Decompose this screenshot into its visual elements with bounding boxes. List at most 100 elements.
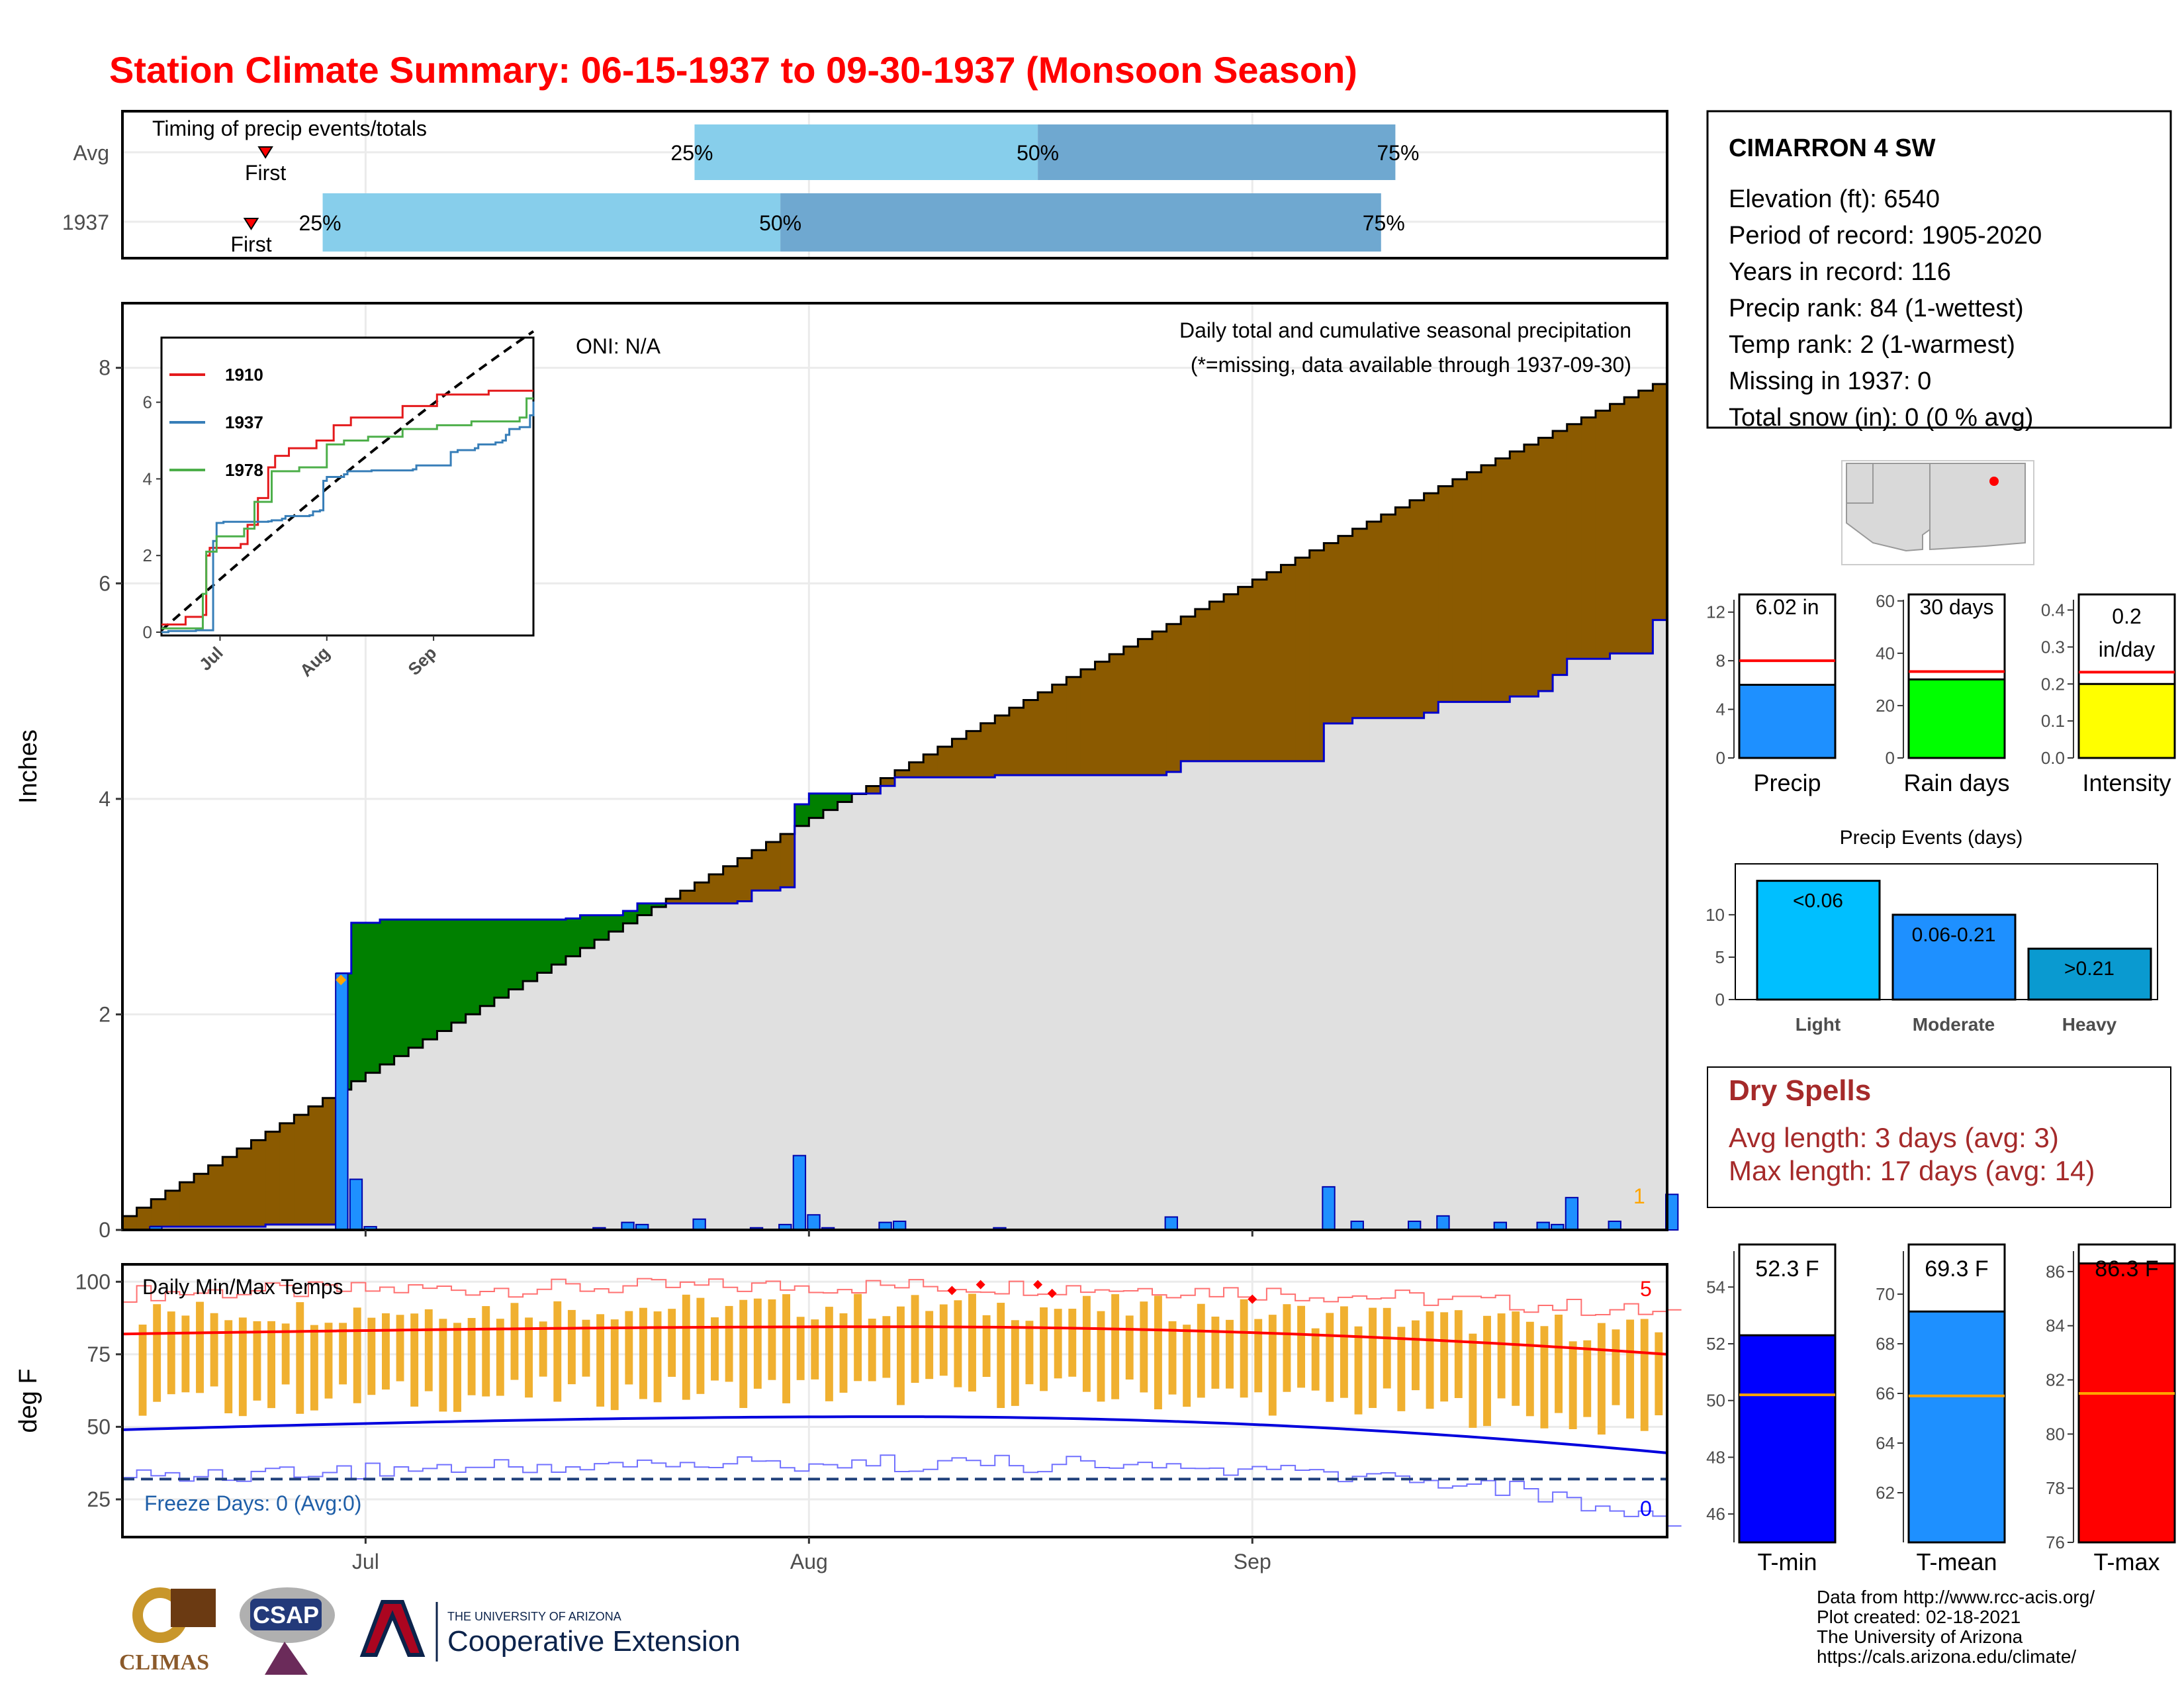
above-average-segment — [365, 923, 381, 1073]
small-bar-value — [2077, 682, 2176, 759]
cumulative-area-segment — [279, 1224, 295, 1230]
csap-logo: CSAP — [240, 1587, 335, 1675]
daily-temp-range-bar — [1297, 1305, 1305, 1388]
below-average-segment — [1567, 424, 1582, 659]
daily-temp-range-bar — [167, 1311, 175, 1395]
timing-q50-q75-bar — [1038, 124, 1396, 180]
cumulative-area-segment — [1023, 775, 1038, 1230]
below-average-segment — [1209, 601, 1224, 761]
daily-temp-range-bar — [281, 1323, 290, 1385]
below-average-segment — [1481, 465, 1496, 702]
small-bar-value — [1738, 683, 1837, 759]
cumulative-area-segment — [1324, 723, 1339, 1230]
cumulative-area-segment — [751, 890, 767, 1230]
daily-temp-range-bar — [367, 1317, 376, 1395]
daily-temp-range-bar — [1655, 1332, 1663, 1416]
daily-temp-range-bar — [1197, 1303, 1205, 1398]
record-high-marker — [1033, 1280, 1043, 1289]
daily-temp-range-bar — [1512, 1311, 1520, 1406]
below-average-segment — [1510, 451, 1525, 697]
daily-temp-range-bar — [1555, 1314, 1563, 1413]
daily-temp-range-bar — [768, 1299, 776, 1380]
below-average-segment — [666, 898, 681, 904]
university-name: THE UNIVERSITY OF ARIZONA — [447, 1610, 621, 1623]
below-average-segment — [1281, 565, 1296, 761]
daily-temp-range-bar — [1111, 1294, 1120, 1399]
daily-temp-range-bar — [1397, 1327, 1406, 1411]
below-average-segment — [136, 1207, 152, 1230]
above-average-segment — [551, 919, 567, 965]
below-average-segment — [680, 890, 696, 904]
cumulative-area-segment — [895, 777, 910, 1230]
temp-bar-tick-label: 76 — [2046, 1532, 2065, 1552]
cumulative-area-segment — [594, 939, 610, 1230]
cumulative-area-segment — [623, 923, 638, 1230]
daily-temp-range-bar — [1383, 1307, 1391, 1389]
daily-temp-range-bar — [567, 1309, 576, 1385]
credit-line: Plot created: 02-18-2021 — [1817, 1607, 2021, 1627]
above-average-segment — [651, 903, 666, 908]
above-average-segment — [565, 918, 581, 957]
daily-record-marker — [336, 974, 347, 986]
below-average-segment — [1624, 397, 1639, 654]
cumulative-area-segment — [365, 1072, 381, 1230]
daily-temp-range-bar — [267, 1321, 275, 1409]
small-bar-value-label: 30 days — [1919, 595, 1993, 619]
cumulative-area-segment — [1524, 696, 1539, 1230]
cumulative-area-segment — [1166, 772, 1181, 1230]
below-average-segment — [1009, 708, 1024, 776]
small-bar-tick-label: 12 — [1706, 602, 1725, 622]
cumulative-area-segment — [709, 903, 724, 1230]
daily-temp-range-bar — [854, 1293, 862, 1382]
below-average-segment — [1224, 594, 1239, 761]
cumulative-area-segment — [1138, 775, 1153, 1230]
daily-temp-range-bar — [739, 1299, 748, 1408]
above-average-segment — [480, 919, 495, 1006]
daily-temp-range-bar — [911, 1295, 919, 1383]
cumulative-area-segment — [1152, 775, 1167, 1230]
below-average-segment — [151, 1199, 166, 1227]
cumulative-area-segment — [1495, 702, 1510, 1230]
cumulative-area-segment — [1538, 691, 1553, 1230]
below-average-segment — [1109, 654, 1124, 776]
daily-temp-range-bar — [753, 1298, 762, 1389]
daily-temp-range-bar — [196, 1301, 204, 1393]
x-axis-month-label: Sep — [1234, 1550, 1271, 1573]
cumulative-area-segment — [837, 802, 852, 1230]
logos: CLIMAS CSAP THE UNIVERSITY OF ARIZONA Co… — [119, 1587, 741, 1675]
below-average-segment — [1266, 572, 1282, 761]
daily-temp-range-bar — [1168, 1321, 1177, 1395]
daily-temp-range-bar — [181, 1315, 190, 1393]
below-average-segment — [1410, 500, 1425, 718]
cumulative-area-segment — [408, 1047, 424, 1230]
above-average-segment — [794, 804, 809, 826]
below-average-segment — [1338, 536, 1353, 724]
small-bar-name: Rain days — [1903, 769, 2009, 796]
below-average-segment — [1309, 550, 1324, 761]
daily-temp-range-bar — [954, 1300, 962, 1387]
below-average-segment — [222, 1156, 238, 1227]
cumulative-area-segment — [1381, 718, 1396, 1230]
temp-bar-tick-label: 80 — [2046, 1424, 2065, 1444]
temp-bar-value — [1907, 1310, 2006, 1544]
station-location-marker — [1989, 477, 1999, 486]
below-average-segment — [308, 1106, 324, 1225]
daily-temp-range-bar — [1440, 1312, 1449, 1402]
above-average-segment — [494, 919, 510, 998]
daily-temp-range-bar — [1054, 1309, 1062, 1379]
temp-bar-tick-label: 64 — [1876, 1433, 1895, 1453]
below-average-segment — [1452, 479, 1468, 702]
cumulative-area-segment — [1638, 653, 1653, 1230]
daily-temp-range-bar — [1597, 1323, 1606, 1435]
below-average-segment — [251, 1140, 266, 1227]
below-average-segment — [1066, 677, 1081, 776]
below-average-segment — [1166, 624, 1181, 773]
timing-q25-label: 25% — [299, 211, 341, 235]
temp-bar-value-label: 69.3 F — [1925, 1256, 1988, 1282]
above-average-segment — [351, 923, 366, 1082]
below-average-segment — [1138, 639, 1153, 776]
cumulative-area-segment — [866, 793, 881, 1230]
timing-q25-q50-bar — [694, 124, 1038, 180]
above-average-segment — [823, 793, 839, 810]
cumulative-area-segment — [1209, 761, 1224, 1230]
